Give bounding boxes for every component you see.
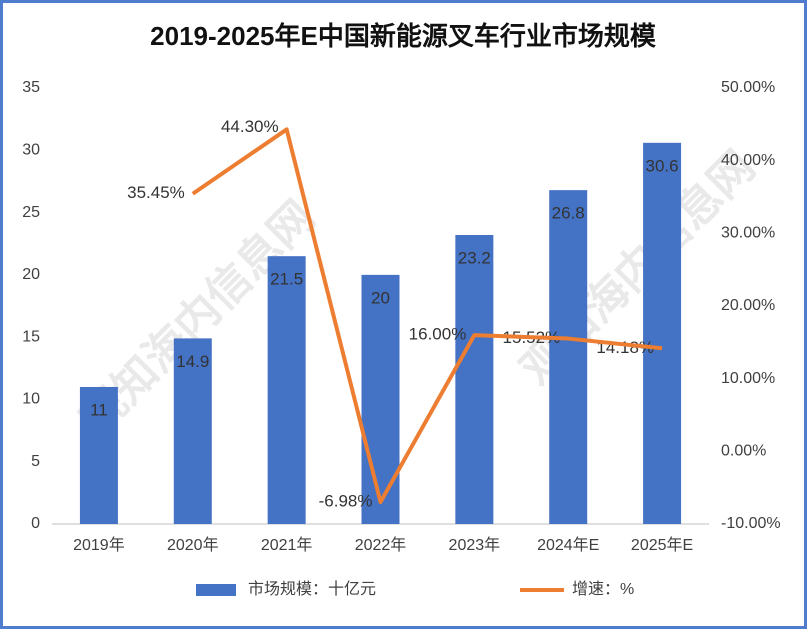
bar-value-label: 14.9 [176,352,209,371]
y2-tick-label: 10.00% [721,370,775,387]
x-tick-label: 2024年E [537,536,599,554]
y-tick-label: 20 [22,266,40,283]
legend-label: 市场规模：十亿元 [248,580,376,598]
line-value-label: -6.98% [319,492,373,511]
bar-value-label: 30.6 [646,156,679,175]
bar-value-label: 21.5 [270,270,303,289]
x-tick-label: 2022年 [355,536,407,554]
chart-title: 2019-2025年E中国新能源叉车行业市场规模 [150,21,657,51]
bar-value-label: 23.2 [458,248,491,267]
y2-tick-label: 40.00% [721,152,775,169]
bar-value-label: 20 [371,288,390,307]
line-value-label: 16.00% [409,325,467,344]
line [191,127,663,505]
bar [173,338,212,524]
y2-tick-label: 30.00% [721,225,775,242]
x-tick-label: 2021年 [261,536,313,554]
bar [549,190,588,525]
bar [361,274,400,524]
y-tick-label: 0 [31,515,40,532]
y2-tick-label: 0.00% [721,443,766,460]
x-tick-label: 2020年 [167,536,219,554]
y-tick-label: 15 [22,328,40,345]
y-tick-label: 10 [22,391,40,408]
bar [643,142,682,524]
y2-tick-label: -10.00% [721,515,781,532]
bar [455,234,494,524]
line-value-label: 44.30% [221,117,279,136]
y-tick-label: 35 [22,79,40,96]
y2-tick-label: 20.00% [721,297,775,314]
x-tick-label: 2023年 [449,536,501,554]
legend-swatch [196,584,236,596]
y-tick-label: 5 [31,453,40,470]
y2-tick-label: 50.00% [721,79,775,96]
bar-value-label: 26.8 [552,204,585,223]
x-tick-label: 2025年E [631,536,693,554]
bar-value-label: 11 [90,400,108,419]
bar [267,256,306,524]
legend-label: 增速：% [572,580,634,598]
y-tick-label: 30 [22,142,40,159]
bar [79,386,118,524]
y-tick-label: 25 [22,204,40,221]
x-tick-label: 2019年 [73,536,125,554]
line-value-label: 35.45% [127,183,185,202]
